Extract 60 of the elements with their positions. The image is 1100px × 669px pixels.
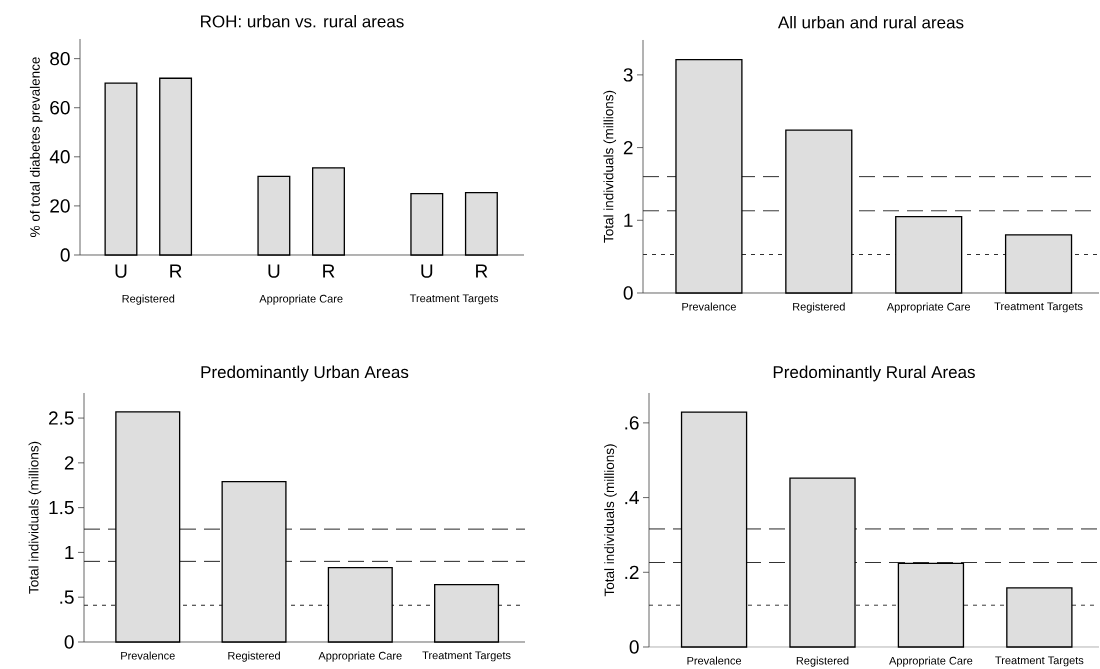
bar [1004,234,1073,294]
text: Registered [122,294,175,305]
bar [327,566,393,643]
x-tick-label: Prevalence [682,302,736,311]
y-tick-label: .2 [625,565,639,579]
bar [675,58,743,294]
bar [789,477,856,648]
y-tick-label: 3 [623,68,633,82]
x-tick-label: Treatment Targets [994,302,1083,313]
y-tick-label: 1 [65,545,74,559]
x-tick-label: U [268,264,280,278]
y-tick-label: 0 [60,248,70,262]
y-tick-label: 60 [50,100,70,115]
chart-title: ROH: urban vs. rural areas [201,14,404,28]
x-tick-label: Prevalence [687,656,742,665]
x-tick-label: U [421,264,433,278]
x-tick-label: Registered [793,302,845,313]
bar [1006,587,1073,648]
chart-title: Predominantly Rural Areas [773,365,975,382]
text: Appropriate Care [259,294,343,305]
y-tick-label: .5 [60,590,74,604]
y-tick-label: 2 [623,140,633,155]
bar [115,411,181,643]
x-tick-label: R [170,264,182,278]
x-tick-label: Treatment Targets [422,651,511,662]
bar [785,129,853,294]
y-tick-label: .4 [625,491,639,505]
y-tick-label: 40 [49,150,70,164]
y-tick-label: 1.5 [49,501,74,515]
x-tick-label: R [476,264,488,278]
x-tick-label: Appropriate Care [318,651,402,662]
chart-title: All urban and rural areas [777,15,964,29]
y-tick-label: 0 [623,286,633,300]
x-tick-label: Treatment Targets [995,656,1084,667]
chart-title: Predominantly Urban Areas [201,365,409,382]
x-tick-label: Prevalence [121,651,175,660]
x-tick-label: R [323,264,335,278]
bar [897,562,965,648]
x-tick-label: Registered [796,656,849,667]
y-tick-label: 80 [50,51,70,66]
y-axis-title: Total individuals (millions) [603,90,617,243]
y-tick-label: .6 [625,416,639,430]
y-tick-label: 1 [624,213,633,227]
y-tick-label: 20 [50,199,70,213]
y-axis-title: Total individuals (millions) [604,444,617,597]
x-tick-label: Appropriate Care [889,656,973,667]
y-tick-label: 0 [629,640,639,654]
text: Treatment Targets [409,294,499,305]
bar [895,216,963,294]
x-tick-label: Registered [228,651,280,662]
y-axis-title: Total individuals (millions) [28,441,42,594]
x-tick-label: U [115,264,127,278]
y-tick-label: 0 [64,635,74,649]
y-axis-title: % of total diabetes prevalence [29,57,43,237]
x-tick-label: Appropriate Care [886,302,971,313]
y-tick-label: 2.5 [49,411,74,425]
bar [221,481,287,643]
y-tick-label: 2 [64,456,74,470]
bar [680,411,748,648]
bar [434,584,500,643]
